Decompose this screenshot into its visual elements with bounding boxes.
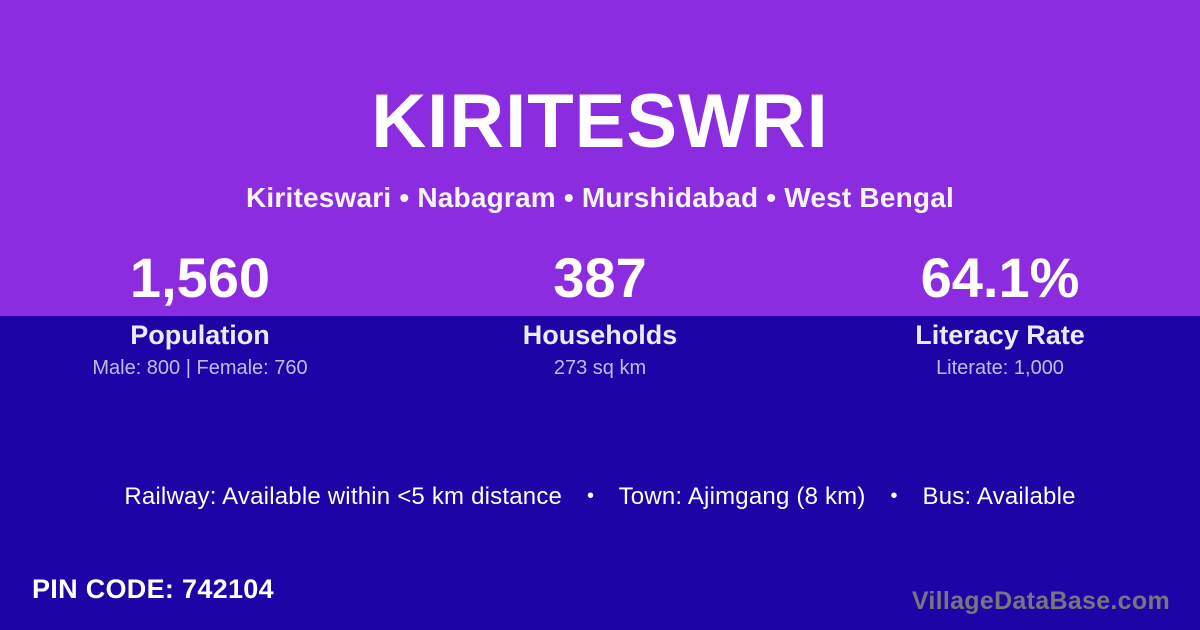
stat-population: 1,560 Population Male: 800 | Female: 760: [0, 250, 400, 380]
population-label: Population: [130, 320, 270, 350]
pin-code: PIN CODE: 742104: [32, 574, 274, 604]
site-watermark: VillageDataBase.com: [911, 587, 1170, 615]
literacy-value: 64.1%: [920, 246, 1080, 309]
town-info: Town: Ajimgang (8 km): [618, 483, 866, 510]
stats-row: 1,560 Population Male: 800 | Female: 760…: [0, 250, 1200, 380]
village-title: KIRITESWRI: [371, 79, 829, 164]
literacy-detail: Literate: 1,000: [936, 357, 1064, 380]
bus-info: Bus: Available: [922, 483, 1076, 510]
railway-info: Railway: Available within <5 km distance: [124, 483, 563, 510]
population-value: 1,560: [129, 246, 271, 309]
village-breadcrumb: Kiriteswari • Nabagram • Murshidabad • W…: [246, 182, 954, 213]
households-value: 387: [553, 246, 647, 309]
literacy-label: Literacy Rate: [915, 320, 1085, 350]
details-section: [0, 316, 1200, 630]
households-label: Households: [522, 320, 678, 350]
bullet-separator: •: [586, 485, 595, 507]
amenities-line: Railway: Available within <5 km distance…: [0, 483, 1200, 511]
bullet-separator: •: [890, 485, 898, 507]
stat-households: 387 Households 273 sq km: [400, 250, 800, 380]
header-section: KIRITESWRI Kiriteswari • Nabagram • Murs…: [0, 0, 1200, 316]
households-detail: 273 sq km: [553, 357, 647, 380]
population-detail: Male: 800 | Female: 760: [92, 357, 308, 380]
stat-literacy-rate: 64.1% Literacy Rate Literate: 1,000: [800, 250, 1200, 380]
